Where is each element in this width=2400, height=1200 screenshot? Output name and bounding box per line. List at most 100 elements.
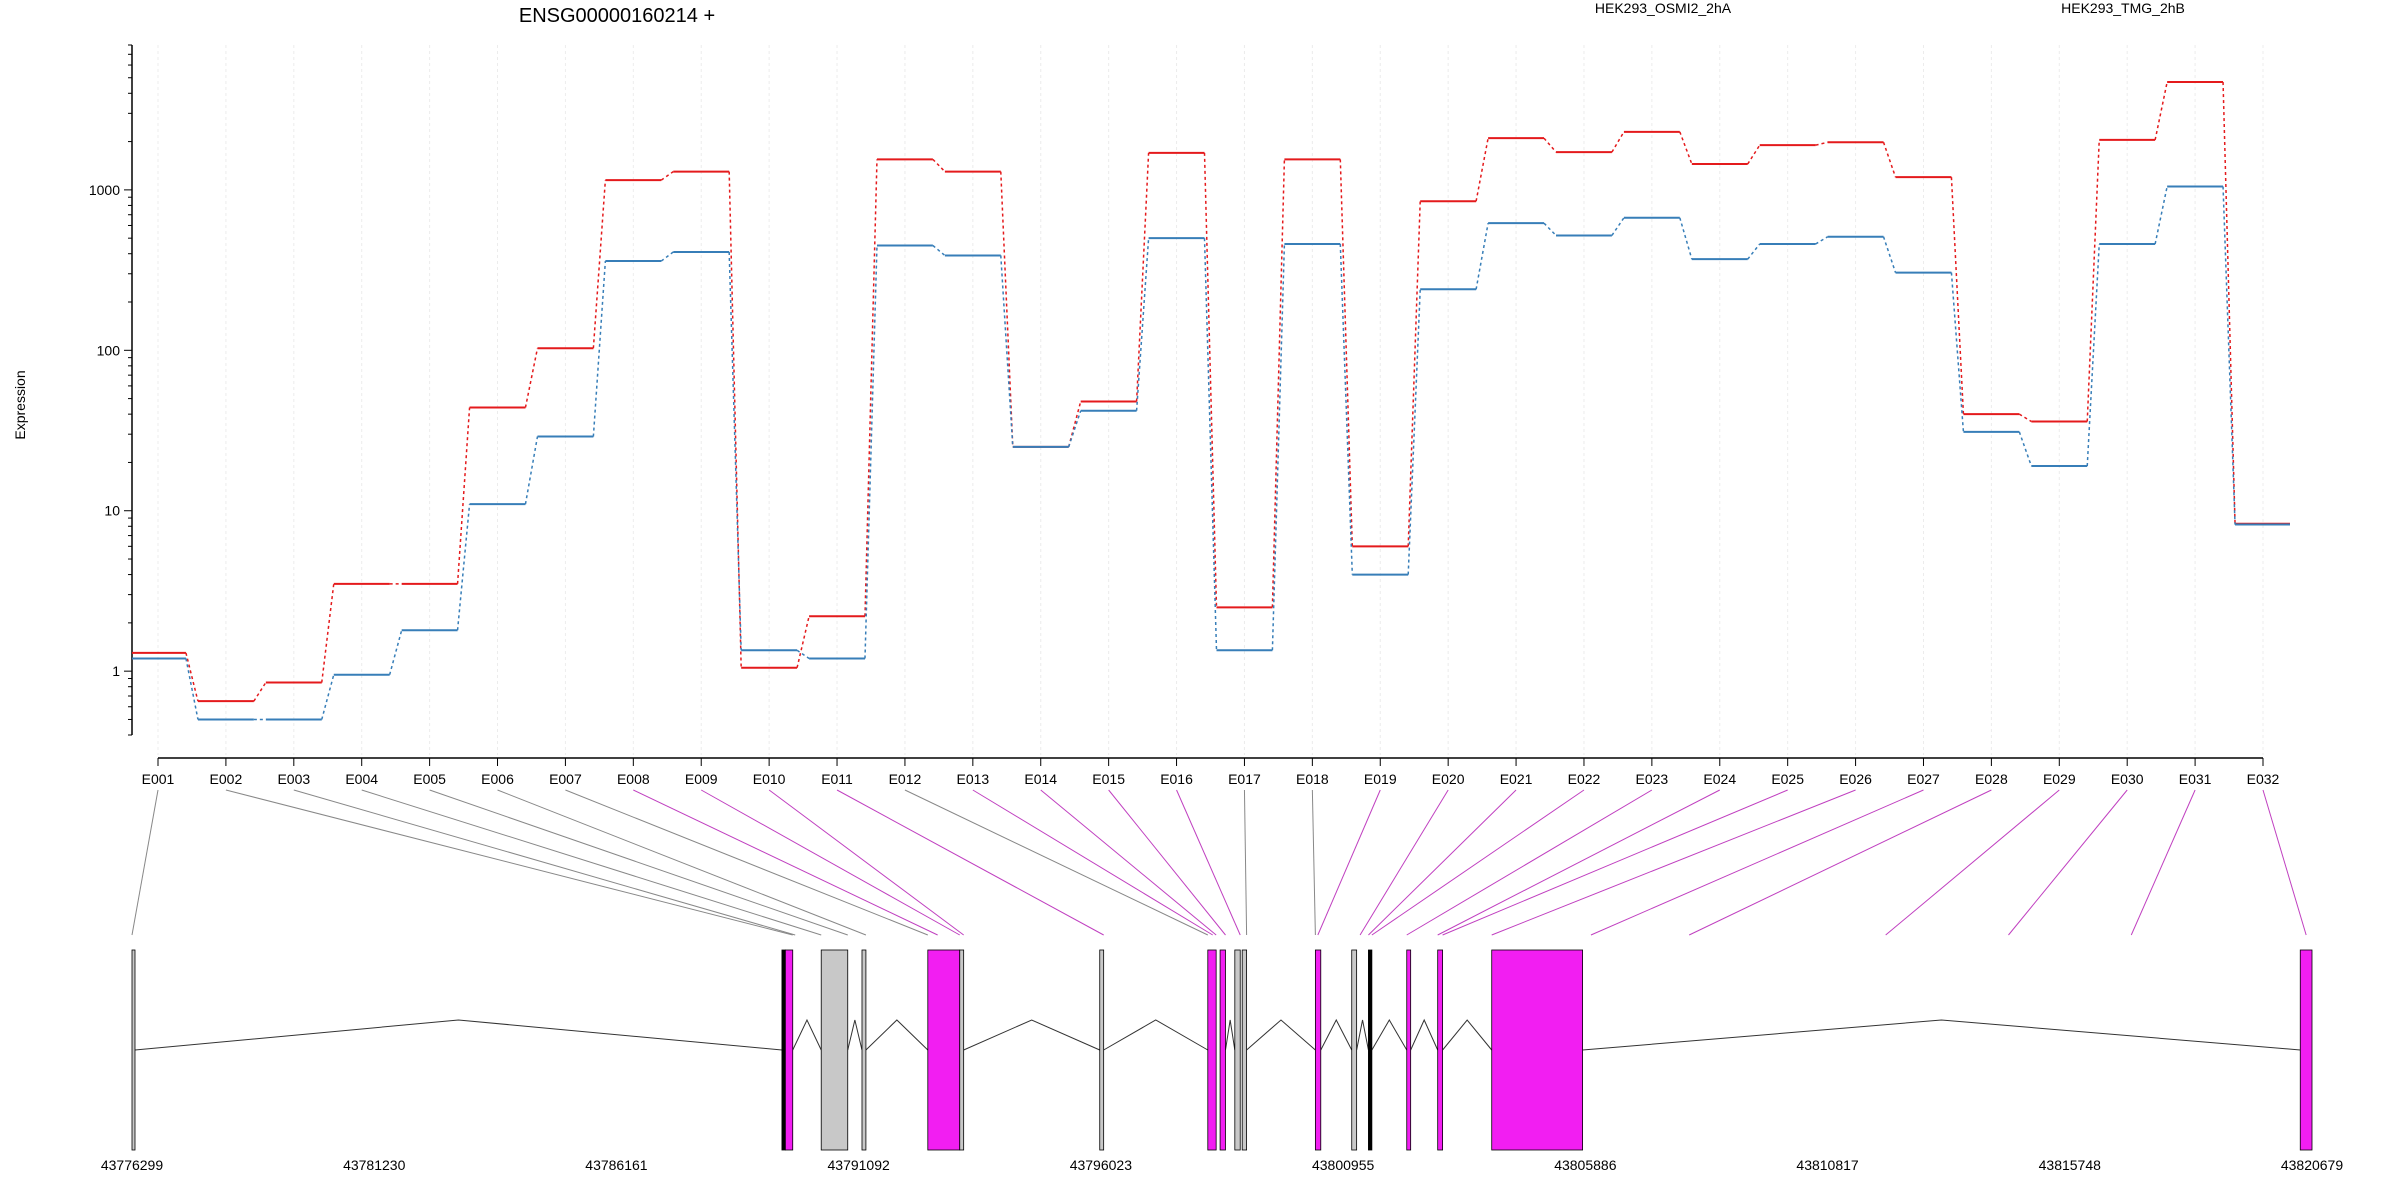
series-connector xyxy=(1407,201,1421,547)
genomic-tick-label: 43810817 xyxy=(1796,1157,1859,1173)
x-tick-label: E017 xyxy=(1228,771,1261,787)
x-tick-label: E027 xyxy=(1907,771,1940,787)
series-connector xyxy=(660,251,674,262)
series-connector xyxy=(1135,238,1150,411)
series-connector xyxy=(1203,152,1218,608)
exon-connector xyxy=(1491,789,1856,936)
series-connector xyxy=(1271,159,1286,608)
intron-line xyxy=(847,1019,863,1051)
exon-connector xyxy=(1243,789,1248,936)
exon-block xyxy=(1406,949,1412,1151)
series-connector xyxy=(456,504,471,631)
exon-connector xyxy=(293,789,796,936)
exon-connector xyxy=(1368,789,1517,936)
gene-title: ENSG00000160214 + xyxy=(519,5,715,27)
exon-block xyxy=(927,949,961,1151)
exon-block xyxy=(1368,949,1373,1151)
series-connector xyxy=(185,658,199,720)
genomic-tick-label: 43800955 xyxy=(1312,1157,1375,1173)
exon-connector xyxy=(497,789,867,936)
series-connector xyxy=(1407,289,1421,575)
series-connector xyxy=(1611,131,1625,153)
exon-block xyxy=(959,949,965,1151)
x-tick-label: E018 xyxy=(1296,771,1329,787)
series-1 xyxy=(132,185,2290,721)
intron-line xyxy=(792,1018,822,1051)
x-tick-label: E028 xyxy=(1975,771,2008,787)
y-axis-title: Expression xyxy=(12,370,28,439)
x-tick-label: E007 xyxy=(549,771,582,787)
series-connector xyxy=(1882,142,1897,178)
intron-line xyxy=(134,1019,782,1051)
intron-line xyxy=(1371,1019,1408,1051)
x-tick-label: E031 xyxy=(2179,771,2212,787)
exon-block xyxy=(820,949,849,1151)
exon-connector xyxy=(972,789,1213,936)
series-connector xyxy=(1882,236,1897,273)
series-connector xyxy=(1271,243,1286,651)
x-tick-label: E004 xyxy=(345,771,378,787)
x-tick-label: E019 xyxy=(1364,771,1397,787)
series-connector xyxy=(388,630,403,675)
exon-connector xyxy=(1040,789,1217,936)
x-tick-label: E009 xyxy=(685,771,718,787)
series-connector xyxy=(2086,139,2100,422)
series-connector xyxy=(2154,186,2168,245)
exon-connector xyxy=(836,789,1104,936)
exon-connector xyxy=(1359,789,1449,936)
intron-line xyxy=(1320,1018,1353,1051)
x-tick-label: E005 xyxy=(413,771,446,787)
x-tick-label: E013 xyxy=(956,771,989,787)
series-connector xyxy=(1543,137,1557,153)
genomic-tick-label: 43796023 xyxy=(1070,1157,1133,1173)
exon-connector xyxy=(633,789,938,936)
exon-connector-lines xyxy=(131,789,2307,936)
x-tick-label: E020 xyxy=(1432,771,1465,787)
exon-axis: E001 E002 E003 E004 E005 E006 E007 E008 E009 E010… xyxy=(142,757,2280,787)
series-connector xyxy=(185,652,199,702)
exon-block xyxy=(1437,949,1444,1151)
x-tick-label: E025 xyxy=(1771,771,1804,787)
series-connector xyxy=(1611,217,1625,236)
series-connector xyxy=(864,159,878,617)
x-tick-label: E008 xyxy=(617,771,650,787)
exon-block xyxy=(2299,949,2313,1151)
genomic-tick-label: 43805886 xyxy=(1554,1157,1617,1173)
series-0 xyxy=(132,81,2290,703)
exon-block xyxy=(1099,949,1105,1151)
x-tick-label: E032 xyxy=(2247,771,2280,787)
exon-connector xyxy=(2262,789,2307,936)
series-connector xyxy=(1203,238,1218,651)
series-lines xyxy=(132,81,2290,721)
exon-connector xyxy=(768,789,964,936)
series-connector xyxy=(592,261,607,437)
exon-block xyxy=(1219,949,1226,1151)
exon-block xyxy=(1351,949,1358,1151)
genomic-tick-label: 43781230 xyxy=(343,1157,406,1173)
series-connector xyxy=(1339,243,1354,575)
exon-block xyxy=(784,949,794,1151)
series-connector xyxy=(728,251,742,651)
exon-connector xyxy=(565,789,928,936)
x-tick-label: E030 xyxy=(2111,771,2144,787)
exon-connector xyxy=(361,789,822,936)
exon-block xyxy=(1207,949,1217,1151)
legend-label-tmg: HEK293_TMG_2hB xyxy=(2061,0,2185,16)
exon-connector xyxy=(1885,789,2060,936)
series-connector xyxy=(1543,222,1557,236)
exon-connector xyxy=(1406,789,1653,936)
series-connector xyxy=(1747,144,1761,165)
series-connector xyxy=(1000,171,1014,447)
x-tick-label: E003 xyxy=(277,771,310,787)
x-tick-label: E011 xyxy=(821,771,853,787)
genomic-tick-label: 43791092 xyxy=(828,1157,891,1173)
series-connector xyxy=(796,616,810,668)
y-tick-label: 1 xyxy=(112,663,120,679)
exon-connector xyxy=(131,789,159,936)
exon-connector xyxy=(700,789,960,936)
x-tick-label: E024 xyxy=(1703,771,1736,787)
genomic-tick-label: 43776299 xyxy=(101,1157,164,1173)
intron-line xyxy=(1410,1018,1439,1051)
genomic-tick-label: 43820679 xyxy=(2281,1157,2344,1173)
